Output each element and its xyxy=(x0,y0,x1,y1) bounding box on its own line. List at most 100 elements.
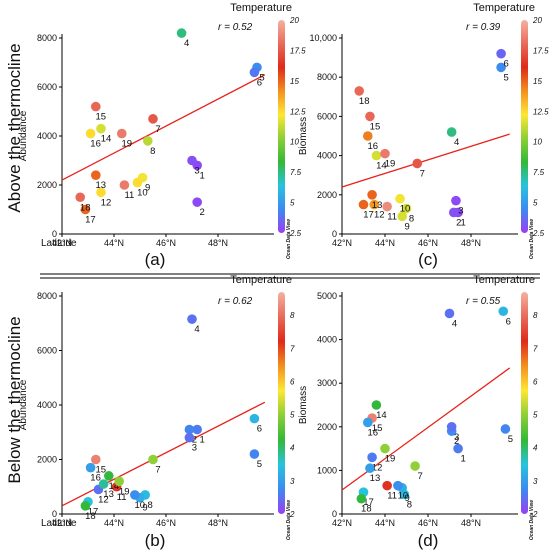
data-point xyxy=(397,211,408,222)
data-point xyxy=(498,306,509,317)
data-point xyxy=(176,28,187,38)
data-point xyxy=(192,424,202,435)
y-tick-label: 6000 xyxy=(37,82,57,92)
point-label: 9 xyxy=(405,493,410,504)
colorbar xyxy=(278,20,285,233)
point-label: 12 xyxy=(372,462,383,473)
y-tick-label: 4000 xyxy=(37,400,57,410)
data-point xyxy=(91,454,101,465)
correlation-label: r = 0.62 xyxy=(218,296,253,307)
colorbar-title: Temperature xyxy=(230,274,292,286)
x-axis-label: Latitude xyxy=(41,238,77,249)
y-tick-label: 8000 xyxy=(317,72,337,82)
point-label: 8 xyxy=(150,146,155,157)
colorbar-tick-label: 2 xyxy=(532,510,538,519)
data-point xyxy=(130,490,140,500)
point-label: 15 xyxy=(370,121,381,132)
point-label: 17 xyxy=(88,507,99,518)
data-point xyxy=(91,101,101,112)
data-point xyxy=(192,197,202,207)
point-label: 3 xyxy=(192,443,197,454)
data-point xyxy=(453,443,463,454)
data-point xyxy=(96,123,106,134)
point-label: 12 xyxy=(374,210,385,221)
data-point xyxy=(380,443,390,454)
point-label: 13 xyxy=(103,489,114,500)
data-point xyxy=(496,62,506,73)
colorbar-tick-label: 12.5 xyxy=(290,107,306,116)
data-point xyxy=(98,479,109,489)
y-tick-label: 0 xyxy=(52,229,57,239)
y-tick-label: 10,000 xyxy=(309,33,337,43)
data-point xyxy=(500,424,511,434)
point-label: 15 xyxy=(372,423,383,434)
data-point xyxy=(365,111,375,122)
data-point xyxy=(75,192,85,203)
point-label: 5 xyxy=(508,434,513,445)
colorbar-tick-label: 3 xyxy=(290,477,295,486)
colorbar-tick-label: 17.5 xyxy=(290,46,306,55)
data-point xyxy=(358,199,369,210)
point-label: 13 xyxy=(96,180,107,191)
point-label: 3 xyxy=(458,206,463,217)
data-point xyxy=(363,131,373,141)
point-label: 7 xyxy=(155,465,160,476)
data-point xyxy=(363,417,373,428)
point-label: 4 xyxy=(452,318,457,329)
data-point xyxy=(184,432,195,443)
panel-letter: (d) xyxy=(418,531,439,550)
data-point xyxy=(132,177,143,188)
x-tick-label: 42°N xyxy=(332,518,352,528)
colorbar xyxy=(278,292,285,514)
colorbar-tick-label: 2.5 xyxy=(289,229,302,238)
y-tick-label: 1000 xyxy=(317,465,337,475)
data-point xyxy=(446,127,457,137)
point-label: 9 xyxy=(142,503,147,514)
x-tick-label: 44°N xyxy=(375,238,395,248)
row-label-bottom-text: Below the thermocline xyxy=(5,316,24,483)
y-tick-label: 2000 xyxy=(317,190,337,200)
point-label: 2 xyxy=(454,436,459,447)
point-label: 14 xyxy=(101,134,112,145)
point-label: 1 xyxy=(460,454,465,465)
point-label: 12 xyxy=(101,197,112,208)
point-label: 19 xyxy=(119,486,130,497)
colorbar-tick-label: 7 xyxy=(533,344,538,353)
point-label: 16 xyxy=(368,427,379,438)
point-label: 6 xyxy=(257,424,262,435)
x-tick-label: 42°N xyxy=(52,518,72,528)
ocean-data-view-watermark: Ocean Data View xyxy=(286,218,292,259)
point-label: 18 xyxy=(85,511,96,522)
colorbar-tick-label: 4 xyxy=(533,444,538,453)
colorbar-tick-label: 8 xyxy=(290,311,295,320)
colorbar-tick-label: 5 xyxy=(290,199,295,208)
colorbar-tick-label: 3 xyxy=(533,477,538,486)
colorbar-tick-label: 17.5 xyxy=(533,46,549,55)
data-point xyxy=(354,86,365,96)
x-tick-label: 46°N xyxy=(418,238,438,248)
data-point xyxy=(367,190,377,200)
colorbar-title: Temperature xyxy=(230,2,292,14)
correlation-label: r = 0.52 xyxy=(218,22,253,33)
y-tick-label: 2000 xyxy=(317,422,337,432)
point-label: 1 xyxy=(200,435,205,446)
x-tick-label: 44°N xyxy=(375,518,395,528)
colorbar-tick-label: 20 xyxy=(532,16,542,25)
point-label: 16 xyxy=(90,473,101,484)
colorbar-tick-label: 20 xyxy=(289,16,299,25)
x-tick-label: 46°N xyxy=(156,518,176,528)
x-tick-label: 48°N xyxy=(461,238,481,248)
point-label: 12 xyxy=(98,494,109,505)
y-tick-label: 6000 xyxy=(37,346,57,356)
point-label: 6 xyxy=(503,59,508,70)
data-point xyxy=(85,462,96,473)
point-label: 4 xyxy=(194,324,199,335)
point-label: 5 xyxy=(257,459,262,470)
point-label: 13 xyxy=(372,200,383,211)
point-label: 7 xyxy=(155,124,160,135)
data-point xyxy=(451,195,461,206)
point-label: 10 xyxy=(400,204,411,215)
x-tick-label: 46°N xyxy=(156,238,176,248)
colorbar-tick-label: 7.5 xyxy=(290,168,302,177)
